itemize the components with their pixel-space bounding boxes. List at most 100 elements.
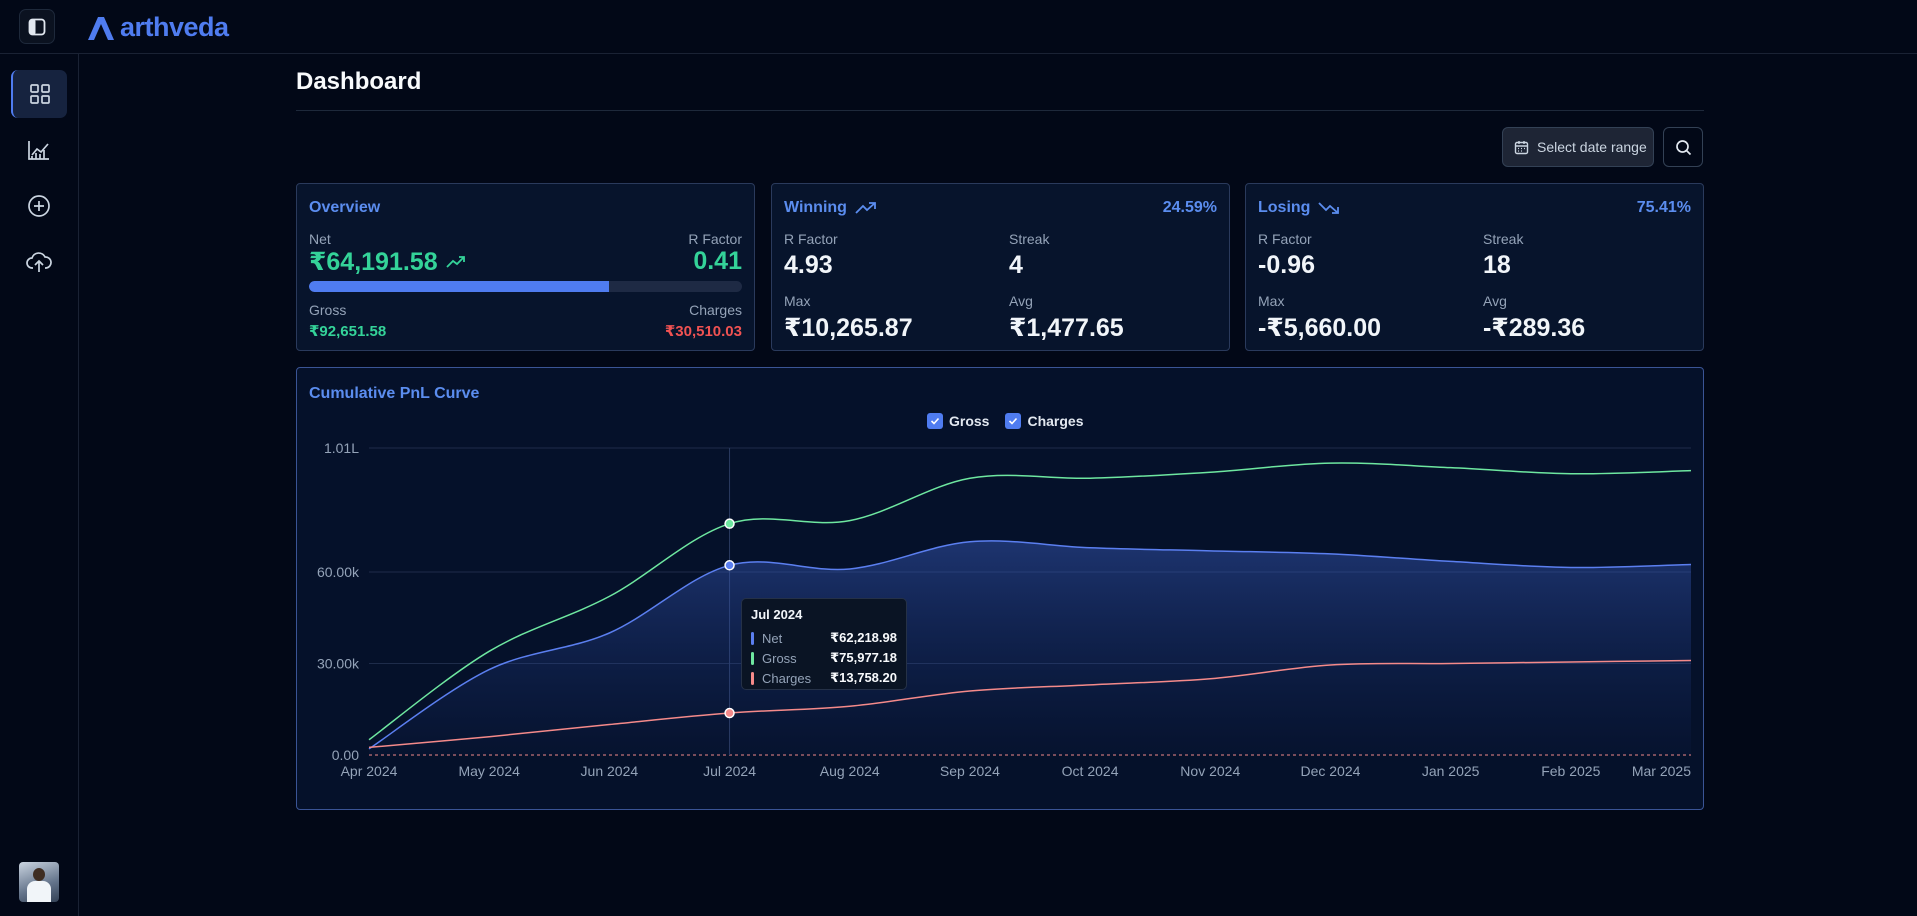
winning-card: Winning 24.59% R Factor 4.93 Streak 4 Ma…: [771, 183, 1230, 351]
tooltip-row-gross: Gross ₹75,977.18: [751, 648, 897, 668]
winning-r-factor-value: 4.93: [784, 251, 833, 279]
date-range-button[interactable]: Select date range: [1502, 127, 1654, 167]
plus-circle-icon: [28, 195, 50, 217]
net-progress-bar: [309, 281, 742, 292]
tooltip-name-charges: Charges: [762, 670, 812, 686]
x-tick-label: May 2024: [458, 763, 520, 779]
tooltip-row-net: Net ₹62,218.98: [751, 628, 897, 648]
checkbox-checked-icon[interactable]: [1005, 413, 1022, 429]
losing-r-factor-label: R Factor: [1258, 231, 1312, 247]
tooltip-row-charges: Charges ₹13,758.20: [751, 668, 897, 688]
net-label: Net: [309, 231, 331, 247]
avatar[interactable]: [19, 862, 59, 902]
chart-tooltip: Jul 2024 Net ₹62,218.98 Gross ₹75,977.18…: [741, 598, 907, 690]
tooltip-value-charges: ₹13,758.20: [830, 670, 897, 685]
net-progress-fill: [309, 281, 610, 292]
x-tick-label: Jul 2024: [703, 763, 756, 779]
losing-r-factor-value: -0.96: [1258, 251, 1315, 279]
gross-label: Gross: [309, 302, 347, 318]
search-icon: [1675, 139, 1691, 155]
winning-r-factor-label: R Factor: [784, 231, 838, 247]
active-point-charges[interactable]: [724, 707, 735, 719]
tooltip-name-net: Net: [762, 630, 783, 646]
x-tick-label: Dec 2024: [1300, 763, 1360, 779]
winning-title: Winning: [784, 199, 877, 217]
tooltip-value-gross: ₹75,977.18: [830, 650, 897, 665]
page-title: Dashboard: [296, 68, 422, 95]
charges-value: ₹30,510.03: [664, 323, 742, 340]
top-bar: arthveda: [0, 0, 1917, 54]
trending-up-icon: [445, 256, 465, 268]
x-tick-label: Aug 2024: [820, 763, 880, 779]
pnl-chart-card: Cumulative PnL Curve Gross Charges: [296, 367, 1704, 810]
losing-percent: 75.41%: [1636, 199, 1691, 216]
charges-label: Charges: [689, 302, 742, 318]
calendar-icon: [1514, 140, 1529, 154]
losing-max-label: Max: [1258, 293, 1285, 309]
sidebar-item-analytics[interactable]: [11, 126, 67, 174]
sidebar: [0, 54, 79, 916]
overview-title: Overview: [309, 199, 381, 216]
legend-label-gross: Gross: [949, 413, 990, 429]
winning-max-value: ₹10,265.87: [784, 314, 913, 342]
net-value: ₹64,191.58: [309, 247, 466, 277]
series-area-net: [369, 540, 1691, 755]
r-factor-label: R Factor: [688, 231, 742, 247]
chart-line-icon: [28, 141, 49, 160]
winning-streak-value: 4: [1009, 251, 1023, 279]
legend-label-charges: Charges: [1027, 413, 1084, 429]
logo-mark-icon: [88, 16, 114, 40]
app-logo[interactable]: arthveda: [86, 12, 229, 43]
tooltip-title: Jul 2024: [751, 607, 803, 622]
losing-max-value: -₹5,660.00: [1258, 314, 1382, 342]
legend-toggle-gross[interactable]: Gross: [927, 413, 989, 429]
tooltip-swatch-net: [751, 631, 754, 645]
sidebar-item-add-trade[interactable]: [11, 182, 67, 230]
pnl-chart[interactable]: 0.00 30.00k 60.00k 1.01L Apr 2024 May 2024 Jun…: [297, 368, 1703, 809]
chart-legend: Gross Charges: [927, 413, 1084, 429]
search-button[interactable]: [1663, 127, 1703, 167]
tooltip-name-gross: Gross: [762, 650, 797, 666]
y-tick-label: 1.01L: [324, 440, 359, 456]
active-point-net[interactable]: [724, 560, 735, 571]
sidebar-item-dashboard[interactable]: [11, 70, 67, 118]
date-range-label: Select date range: [1537, 139, 1647, 155]
x-tick-label: Oct 2024: [1062, 763, 1119, 779]
series-line-net: [368, 540, 1692, 750]
x-tick-label: Nov 2024: [1180, 763, 1240, 779]
losing-avg-label: Avg: [1483, 293, 1507, 309]
y-tick-label: 30.00k: [317, 656, 360, 672]
checkbox-checked-icon[interactable]: [927, 413, 943, 429]
winning-max-label: Max: [784, 293, 811, 309]
sidebar-item-upload[interactable]: [11, 238, 67, 286]
tooltip-swatch-gross: [751, 651, 754, 665]
app-name: arthveda: [120, 12, 229, 42]
losing-streak-value: 18: [1483, 251, 1511, 279]
grid-icon: [30, 84, 50, 104]
gross-value: ₹92,651.58: [309, 323, 387, 340]
trending-down-icon: [1318, 202, 1340, 214]
x-tick-label: Mar 2025: [1632, 763, 1691, 779]
trending-up-icon: [855, 202, 876, 214]
losing-card: Losing 75.41% R Factor -0.96 Streak 18 M…: [1245, 183, 1704, 351]
series-line-charges: [368, 659, 1692, 749]
cloud-upload-icon: [26, 252, 52, 272]
x-tick-label: Jan 2025: [1422, 763, 1480, 779]
winning-percent: 24.59%: [1162, 199, 1217, 216]
winning-avg-label: Avg: [1009, 293, 1033, 309]
losing-streak-label: Streak: [1483, 231, 1524, 247]
chart-title: Cumulative PnL Curve: [309, 385, 480, 402]
winning-avg-value: ₹1,477.65: [1009, 314, 1124, 342]
winning-streak-label: Streak: [1009, 231, 1050, 247]
r-factor-value: 0.41: [693, 247, 742, 275]
y-tick-label: 0.00: [332, 747, 359, 763]
legend-toggle-charges[interactable]: Charges: [1005, 413, 1084, 429]
losing-title: Losing: [1258, 199, 1340, 217]
x-tick-label: Apr 2024: [341, 763, 398, 779]
sidebar-toggle-button[interactable]: [19, 9, 55, 44]
sidebar-toggle-icon: [28, 18, 46, 35]
active-point-gross[interactable]: [724, 518, 735, 529]
series-line-gross: [368, 462, 1692, 741]
x-tick-label: Feb 2025: [1541, 763, 1600, 779]
overview-card: Overview Net ₹64,191.58 R Factor 0.41 Gr…: [296, 183, 755, 351]
